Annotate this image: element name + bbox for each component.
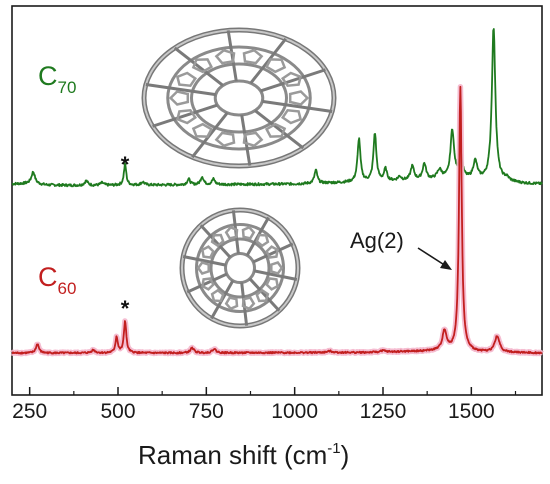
series-line-c60 <box>11 85 543 355</box>
series-layer <box>9 28 545 357</box>
plot-frame <box>11 5 543 396</box>
x-tick-label: 1250 <box>360 400 407 423</box>
x-tick-label: 1500 <box>448 400 495 423</box>
annotation-ag2-label: Ag(2) <box>350 228 404 253</box>
annotation-star-c70: * <box>121 152 130 177</box>
series-line-c70 <box>11 28 543 188</box>
annotation-arrow-icon <box>417 247 452 270</box>
x-tick-label: 250 <box>12 400 47 423</box>
series-label-c70: C70 <box>38 61 76 97</box>
annotation-star-c60: * <box>121 296 130 321</box>
c70-molecule-image <box>141 27 337 169</box>
x-tick-labels: 250 500 750 1000 1250 1500 <box>12 400 495 423</box>
x-ticks <box>28 387 517 395</box>
c60-molecule-image <box>179 207 301 329</box>
x-tick-label: 750 <box>189 400 224 423</box>
x-tick-label: 500 <box>100 400 135 423</box>
x-tick-label: 1000 <box>271 400 318 423</box>
series-label-c60: C60 <box>38 262 76 298</box>
x-axis-title: Raman shift (cm-1) <box>138 440 349 470</box>
